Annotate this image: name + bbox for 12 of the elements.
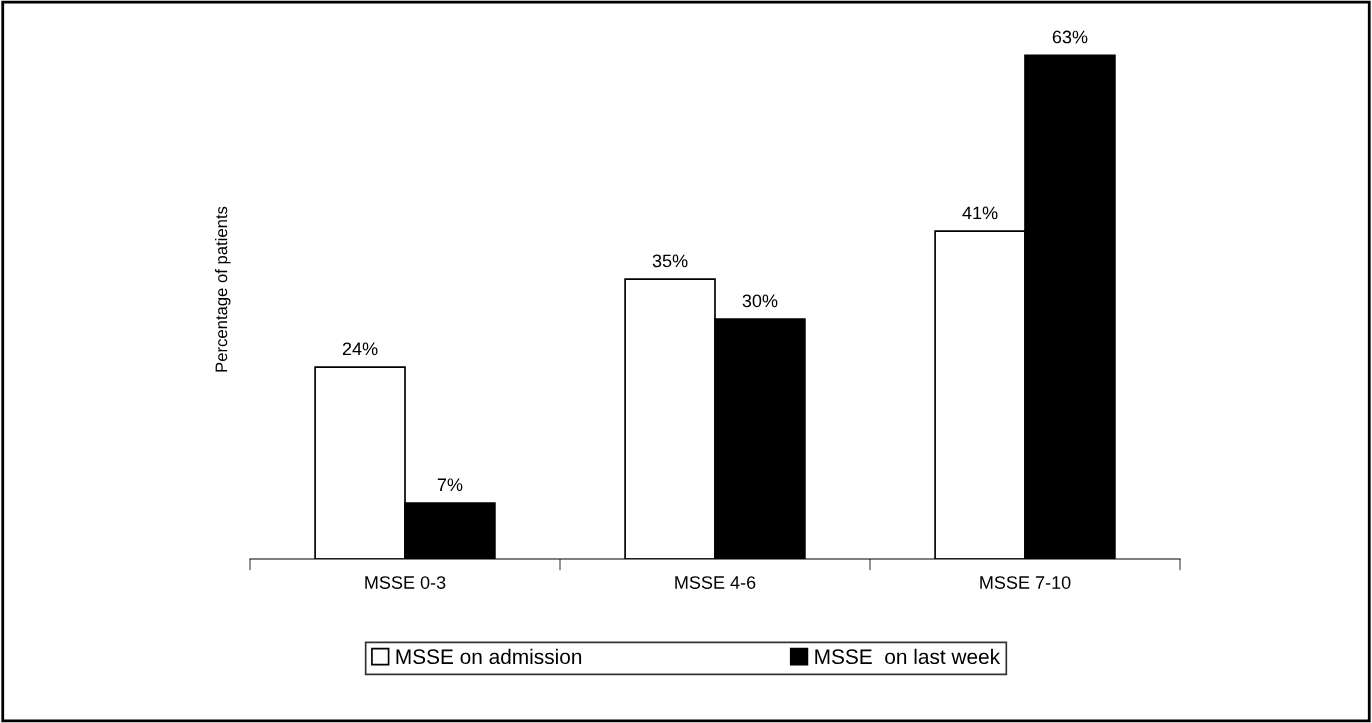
data-label: 7%: [437, 478, 463, 492]
data-label: 41%: [962, 206, 998, 220]
y-axis-title: Percentage of patients: [215, 206, 231, 372]
x-tick-label: MSSE 7-10: [980, 576, 1071, 589]
data-label: 35%: [652, 254, 688, 268]
data-label: 30%: [742, 294, 778, 308]
legend-label: MSSE on last week: [815, 648, 1001, 665]
x-tick-label: MSSE 0-3: [365, 576, 446, 589]
legend-label: MSSE on admission: [396, 648, 582, 665]
data-label: 24%: [342, 342, 378, 356]
data-label: 63%: [1052, 30, 1088, 44]
x-tick-label: MSSE 4-6: [675, 576, 756, 589]
